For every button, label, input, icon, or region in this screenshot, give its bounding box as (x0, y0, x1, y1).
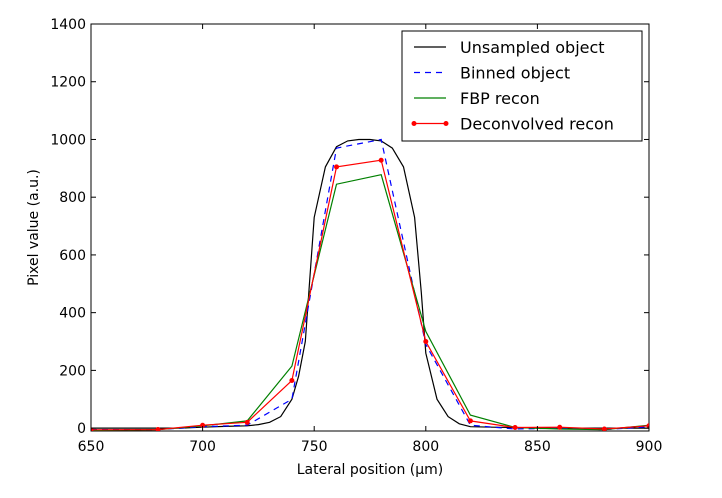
legend-item: Unsampled object (414, 38, 605, 57)
legend-marker (443, 121, 449, 126)
legend: Unsampled object Binned object FBP recon De… (401, 30, 643, 142)
data-point (155, 427, 161, 431)
series-unsampled-object (91, 138, 649, 429)
data-point (601, 426, 607, 431)
y-axis-label: Pixel value (a.u.) (26, 169, 42, 286)
legend-item: FBP recon (414, 89, 540, 108)
legend-marker (411, 121, 417, 126)
legend-label: Unsampled object (460, 38, 605, 57)
x-tick-label: 750 (301, 439, 328, 455)
data-point (557, 424, 563, 430)
y-tick-label: 800 (59, 190, 86, 206)
data-point (378, 157, 384, 163)
data-point (646, 423, 649, 429)
legend-label: FBP recon (460, 89, 540, 108)
plot-frame (90, 23, 650, 432)
y-tick-label: 200 (59, 363, 86, 379)
y-tick-label: 1000 (50, 132, 86, 148)
plot-area (90, 23, 650, 432)
x-tick-label: 850 (524, 439, 551, 455)
legend-box (401, 30, 643, 142)
y-tick-label: 1200 (50, 75, 86, 91)
data-point (423, 339, 429, 345)
series-line (91, 138, 649, 429)
legend-label: Deconvolved recon (460, 115, 614, 134)
y-axis: 0 200 400 600 800 1000 1200 1400 (50, 17, 649, 437)
x-tick-label: 800 (412, 439, 439, 455)
data-point (289, 377, 295, 383)
data-point (244, 419, 250, 425)
data-point (467, 418, 473, 424)
x-tick-label: 650 (78, 439, 105, 455)
data-point (512, 425, 518, 431)
series-deconvolved-recon (91, 157, 649, 431)
x-tick-label: 900 (636, 439, 663, 455)
legend-item: Binned object (414, 64, 570, 83)
legend-label: Binned object (460, 64, 570, 83)
y-tick-label: 600 (59, 248, 86, 264)
x-axis-label: Lateral position (μm) (297, 462, 444, 478)
x-tick-label: 700 (189, 439, 216, 455)
y-tick-label: 0 (77, 421, 86, 437)
y-tick-label: 1400 (50, 17, 86, 33)
data-point (200, 422, 206, 428)
y-tick-label: 400 (59, 306, 86, 322)
data-point (334, 164, 340, 170)
x-axis: 650 700 750 800 850 900 (78, 24, 663, 455)
legend-item: Deconvolved recon (411, 115, 614, 134)
